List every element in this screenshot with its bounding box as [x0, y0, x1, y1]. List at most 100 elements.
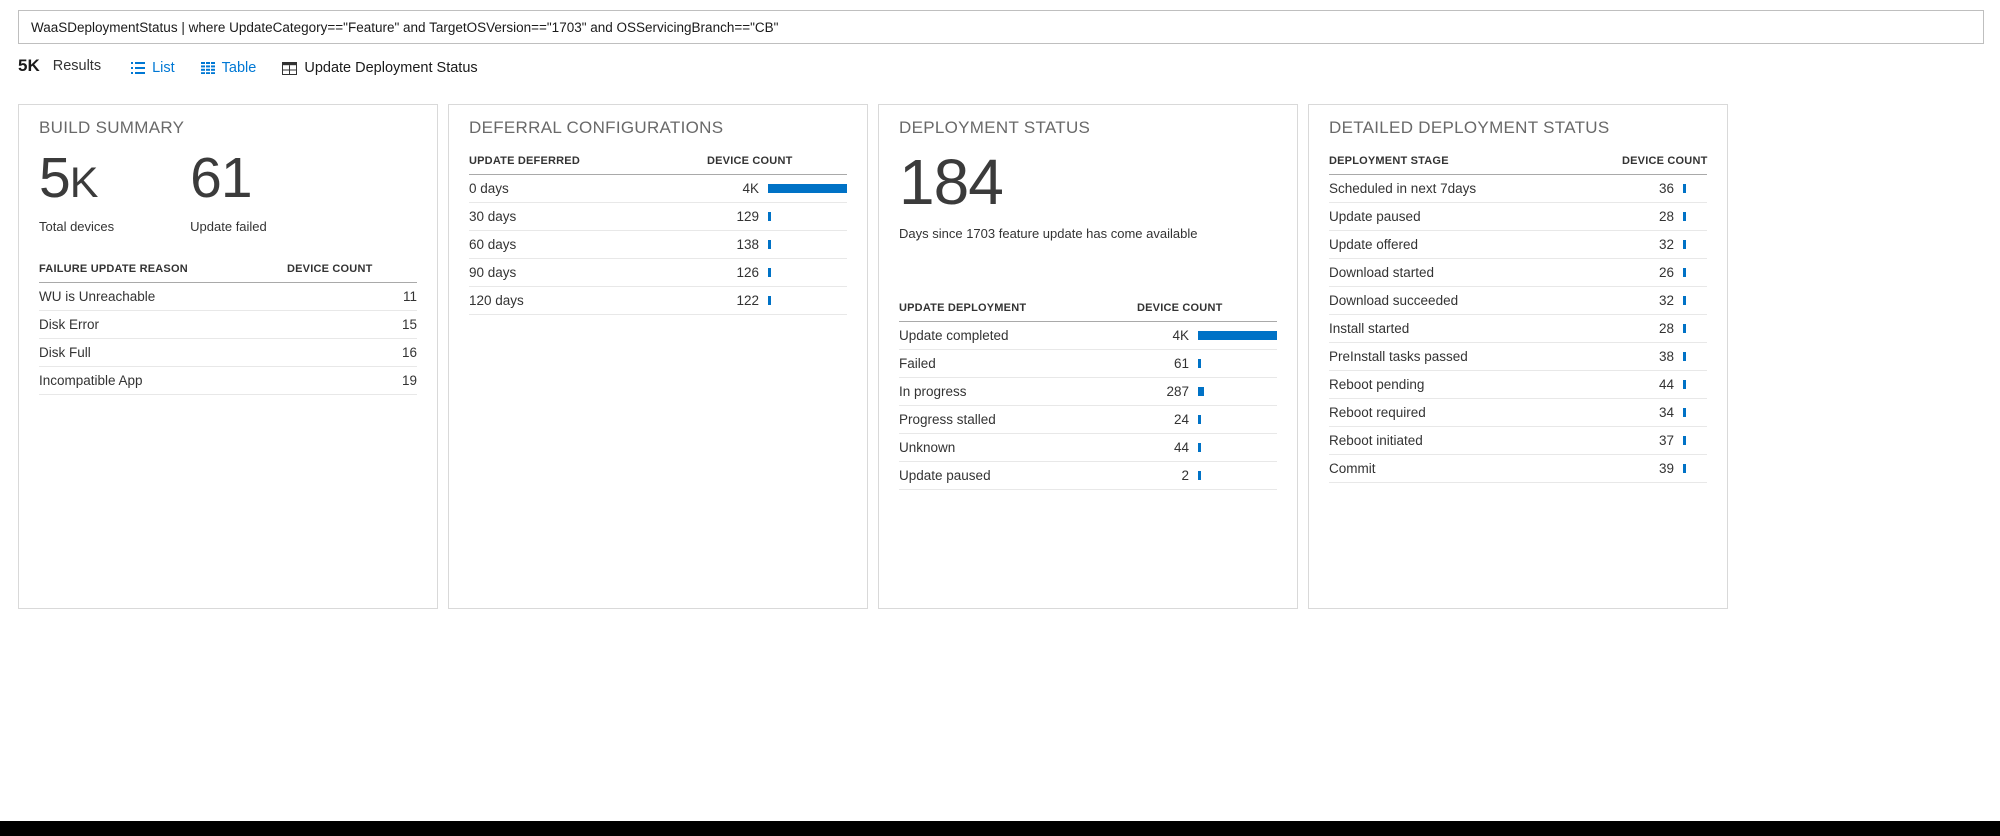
- row-value: 32: [1658, 237, 1674, 252]
- table-row[interactable]: 90 days 126: [469, 259, 847, 287]
- table-row[interactable]: 30 days 129: [469, 203, 847, 231]
- metric-label: Total devices: [39, 219, 115, 234]
- view-table-button[interactable]: Table: [200, 60, 256, 88]
- deferral-table: UPDATE DEFERRED DEVICE COUNT 0 days 4K 3…: [469, 150, 847, 315]
- row-value: 44: [1658, 377, 1674, 392]
- row-value: 4K: [1172, 328, 1189, 343]
- row-value: 28: [1658, 209, 1674, 224]
- row-label: Reboot initiated: [1329, 433, 1423, 448]
- row-value: 4K: [742, 181, 759, 196]
- table-body: WU is Unreachable 11 Disk Error 15 Disk …: [39, 283, 417, 395]
- card-title: DETAILED DEPLOYMENT STATUS: [1329, 118, 1610, 137]
- row-value: 32: [1658, 293, 1674, 308]
- metric-value: 184: [899, 146, 1004, 218]
- bar: [768, 184, 847, 193]
- table-row[interactable]: 60 days 138: [469, 231, 847, 259]
- table-row[interactable]: Update paused 2: [899, 462, 1277, 490]
- table-row[interactable]: Update paused 28: [1329, 203, 1707, 231]
- row-label: PreInstall tasks passed: [1329, 349, 1468, 364]
- row-bar-cell: [1674, 240, 1707, 249]
- bar: [768, 212, 771, 221]
- dashboard-cards: BUILD SUMMARY 5K Total devices 61 Update…: [18, 104, 1728, 609]
- bar: [1198, 443, 1201, 452]
- bar: [1683, 352, 1686, 361]
- table-row[interactable]: Update offered 32: [1329, 231, 1707, 259]
- card-deployment-status: DEPLOYMENT STATUS 184 Days since 1703 fe…: [878, 104, 1298, 609]
- table-row[interactable]: Commit 39: [1329, 455, 1707, 483]
- results-toolbar: 5K Results List Table Update Deployment …: [18, 56, 478, 88]
- bar: [1198, 359, 1201, 368]
- table-row[interactable]: PreInstall tasks passed 38: [1329, 343, 1707, 371]
- bar: [1683, 184, 1686, 193]
- row-label: 60 days: [469, 237, 517, 252]
- row-label: Download succeeded: [1329, 293, 1459, 308]
- row-value: 36: [1658, 181, 1674, 196]
- table-row[interactable]: Failed 61: [899, 350, 1277, 378]
- table-row[interactable]: Disk Full 16: [39, 339, 417, 367]
- table-row[interactable]: 0 days 4K: [469, 175, 847, 203]
- table-row[interactable]: 120 days 122: [469, 287, 847, 315]
- row-bar-cell: [1189, 471, 1277, 480]
- row-bar-cell: [1674, 268, 1707, 277]
- row-value: 39: [1658, 461, 1674, 476]
- row-bar-cell: [1189, 331, 1277, 340]
- row-bar-cell: [1674, 436, 1707, 445]
- metric-days-since: 184 Days since 1703 feature update has c…: [899, 150, 1277, 241]
- tab-update-deployment-status[interactable]: Update Deployment Status: [282, 60, 478, 88]
- row-label: Reboot required: [1329, 405, 1426, 420]
- column-header: DEVICE COUNT: [287, 263, 373, 275]
- column-header: DEPLOYMENT STAGE: [1329, 155, 1449, 167]
- table-body: Update completed 4K Failed 61 In progres…: [899, 322, 1277, 490]
- column-header: FAILURE UPDATE REASON: [39, 263, 188, 275]
- row-value: 24: [1173, 412, 1189, 427]
- row-bar-cell: [759, 240, 847, 249]
- row-value: 34: [1658, 405, 1674, 420]
- table-row[interactable]: Download succeeded 32: [1329, 287, 1707, 315]
- table-row[interactable]: In progress 287: [899, 378, 1277, 406]
- table-row[interactable]: Incompatible App 19: [39, 367, 417, 395]
- table-row[interactable]: Reboot pending 44: [1329, 371, 1707, 399]
- row-value: 61: [1173, 356, 1189, 371]
- bar: [1683, 380, 1686, 389]
- table-row[interactable]: Install started 28: [1329, 315, 1707, 343]
- table-row[interactable]: Unknown 44: [899, 434, 1277, 462]
- table-row[interactable]: WU is Unreachable 11: [39, 283, 417, 311]
- view-list-label: List: [152, 60, 175, 76]
- table-row[interactable]: Update completed 4K: [899, 322, 1277, 350]
- table-row[interactable]: Scheduled in next 7days 36: [1329, 175, 1707, 203]
- row-label: 90 days: [469, 265, 517, 280]
- row-value: 16: [401, 345, 417, 360]
- row-bar-cell: [1189, 415, 1277, 424]
- row-label: Install started: [1329, 321, 1410, 336]
- query-input[interactable]: [18, 10, 1984, 44]
- row-bar-cell: [1189, 387, 1277, 396]
- tab-update-deployment-status-label: Update Deployment Status: [304, 60, 478, 76]
- row-value: 129: [736, 209, 759, 224]
- row-label: 120 days: [469, 293, 524, 308]
- row-label: Progress stalled: [899, 412, 996, 427]
- row-value: 15: [401, 317, 417, 332]
- table-row[interactable]: Reboot initiated 37: [1329, 427, 1707, 455]
- table-header: UPDATE DEPLOYMENT DEVICE COUNT: [899, 297, 1277, 322]
- card-title: BUILD SUMMARY: [39, 118, 185, 137]
- update-deployment-table: UPDATE DEPLOYMENT DEVICE COUNT Update co…: [899, 297, 1277, 490]
- row-value: 26: [1658, 265, 1674, 280]
- row-value: 287: [1166, 384, 1189, 399]
- table-grid-icon: [200, 62, 215, 74]
- table-row[interactable]: Download started 26: [1329, 259, 1707, 287]
- table-row[interactable]: Disk Error 15: [39, 311, 417, 339]
- view-list-button[interactable]: List: [131, 60, 175, 88]
- list-icon: [131, 62, 146, 74]
- metric-label: Update failed: [190, 219, 267, 234]
- metric-total-devices: 5K Total devices: [39, 150, 115, 235]
- row-label: Download started: [1329, 265, 1435, 280]
- failure-reason-table: FAILURE UPDATE REASON DEVICE COUNT WU is…: [39, 258, 417, 395]
- bar: [768, 296, 771, 305]
- row-label: WU is Unreachable: [39, 289, 156, 304]
- table-body: Scheduled in next 7days 36 Update paused…: [1329, 175, 1707, 483]
- bar: [1198, 387, 1204, 396]
- card-build-summary: BUILD SUMMARY 5K Total devices 61 Update…: [18, 104, 438, 609]
- table-row[interactable]: Progress stalled 24: [899, 406, 1277, 434]
- row-bar-cell: [759, 296, 847, 305]
- table-row[interactable]: Reboot required 34: [1329, 399, 1707, 427]
